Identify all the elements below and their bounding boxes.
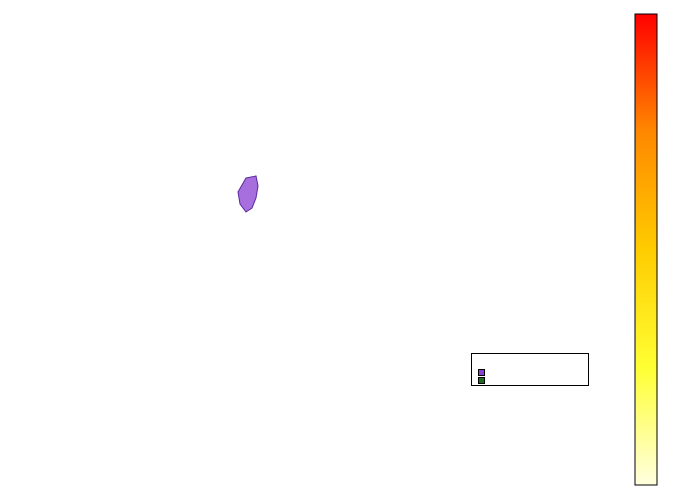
colorbar-gradient [634, 13, 658, 486]
origin-swatch [478, 368, 485, 376]
city-map [237, 175, 259, 213]
legend-item-origin [478, 368, 488, 376]
map-legend [471, 353, 589, 386]
origin-area [237, 175, 259, 213]
legend-item-destination [478, 376, 488, 384]
destination-swatch [478, 376, 485, 384]
